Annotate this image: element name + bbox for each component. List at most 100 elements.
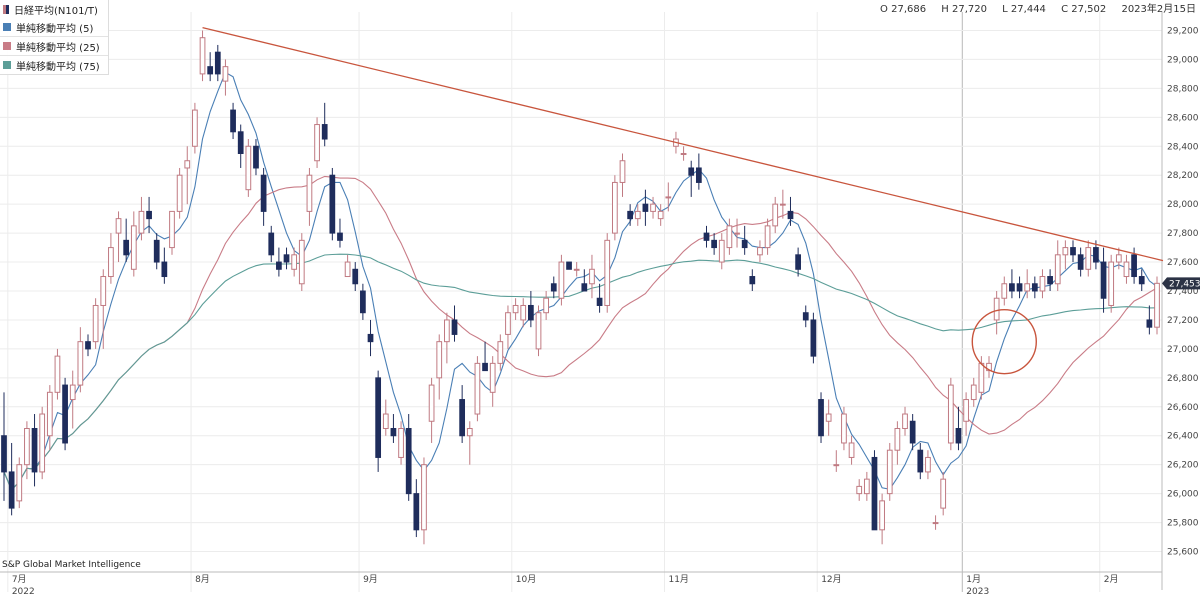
candle (963, 392, 969, 436)
ma75-swatch (3, 61, 11, 69)
candle (726, 218, 733, 255)
candle-body (520, 304, 527, 321)
x-axis: 7月 2022 8月 9月 10月 11月 12月 1月 2023 2月 (0, 571, 1162, 597)
candle (253, 139, 259, 176)
candle-body (726, 225, 733, 249)
x-tick-year: 2023 (966, 587, 989, 597)
candle (619, 153, 626, 197)
candle (848, 435, 855, 465)
candle-body (1115, 254, 1122, 263)
candle-body (886, 449, 893, 495)
candle-body (108, 247, 114, 278)
candle (314, 117, 320, 168)
y-tick-label: 28,400 (1167, 142, 1199, 152)
candle-body (619, 160, 626, 183)
candle (550, 276, 557, 299)
ohlc-high: H 27,720 (941, 4, 987, 15)
candle (161, 247, 168, 284)
candle-body (1108, 261, 1115, 306)
candle (909, 414, 916, 451)
candle-body (123, 239, 130, 256)
candle-body (16, 464, 23, 502)
candle (1031, 276, 1038, 299)
candle-body (894, 428, 901, 451)
candle (894, 421, 901, 465)
candle (130, 211, 137, 277)
ohlc-low: L 27,444 (1002, 4, 1046, 15)
candle (611, 175, 618, 241)
legend-item-ma5[interactable]: 単純移動平均 (5) (0, 18, 108, 37)
candle-body (627, 210, 633, 220)
y-tick-label: 28,800 (1167, 84, 1199, 94)
candle (230, 102, 236, 140)
y-tick-label: 28,000 (1167, 200, 1199, 210)
candle (642, 189, 649, 226)
candle (566, 261, 572, 270)
candle-body (1, 435, 7, 473)
candle (153, 233, 160, 270)
candle (558, 254, 565, 306)
candle (665, 182, 672, 212)
candle-body (528, 304, 534, 321)
candle-body (237, 131, 244, 154)
legend-item-ma75[interactable]: 単純移動平均 (75) (0, 56, 108, 74)
legend-item-ma25[interactable]: 単純移動平均 (25) (0, 37, 108, 56)
candle-body (902, 413, 908, 429)
x-tick-year: 2022 (12, 587, 35, 597)
candle-body (130, 225, 137, 270)
candle-body (77, 341, 84, 386)
candle-body (703, 232, 710, 241)
candle-body (512, 304, 519, 314)
candle-icon (3, 4, 9, 14)
candle-body (329, 174, 336, 234)
x-tick-label: 1月 (966, 574, 981, 585)
candle-body (466, 428, 473, 437)
candle-body (1146, 319, 1153, 328)
candle (810, 312, 817, 364)
candle-body (650, 203, 656, 212)
candle-body (1001, 283, 1008, 299)
candle (1100, 247, 1107, 313)
candle (489, 356, 496, 407)
candle (184, 146, 191, 205)
candle-body (871, 456, 878, 531)
candle-body (1062, 247, 1069, 256)
ma75-line (3, 253, 1158, 492)
candle (382, 399, 389, 436)
candle (115, 211, 122, 263)
candle-body (153, 239, 160, 263)
candle (283, 247, 290, 270)
candle (757, 240, 763, 263)
candle-body (421, 464, 427, 531)
candle (1039, 269, 1046, 299)
candle (779, 189, 786, 219)
candle-body (604, 239, 611, 306)
candle (85, 334, 91, 357)
candle-body (306, 174, 313, 212)
x-tick-label: 2月 (1104, 574, 1119, 585)
candle (1009, 269, 1015, 299)
candle-body (459, 399, 466, 437)
candle-body (62, 384, 68, 444)
candle (787, 196, 794, 226)
candle (69, 370, 76, 429)
y-tick-label: 29,200 (1167, 26, 1199, 36)
ohlc-readout: O 27,686 H 27,720 L 27,444 C 27,502 2023… (868, 0, 1196, 15)
candle (711, 233, 717, 255)
candle-body (207, 66, 214, 75)
candle (1054, 240, 1061, 291)
candle (474, 356, 481, 422)
candle (344, 254, 351, 278)
candle (703, 225, 710, 248)
candle-body (505, 312, 511, 335)
candle (16, 457, 23, 509)
y-tick-label: 26,400 (1167, 432, 1199, 442)
candle (1146, 305, 1153, 335)
candle (1077, 247, 1084, 277)
candle (1047, 269, 1053, 291)
candle (749, 269, 756, 291)
candle (298, 233, 305, 291)
candle (199, 30, 206, 82)
candle-body (222, 66, 229, 82)
